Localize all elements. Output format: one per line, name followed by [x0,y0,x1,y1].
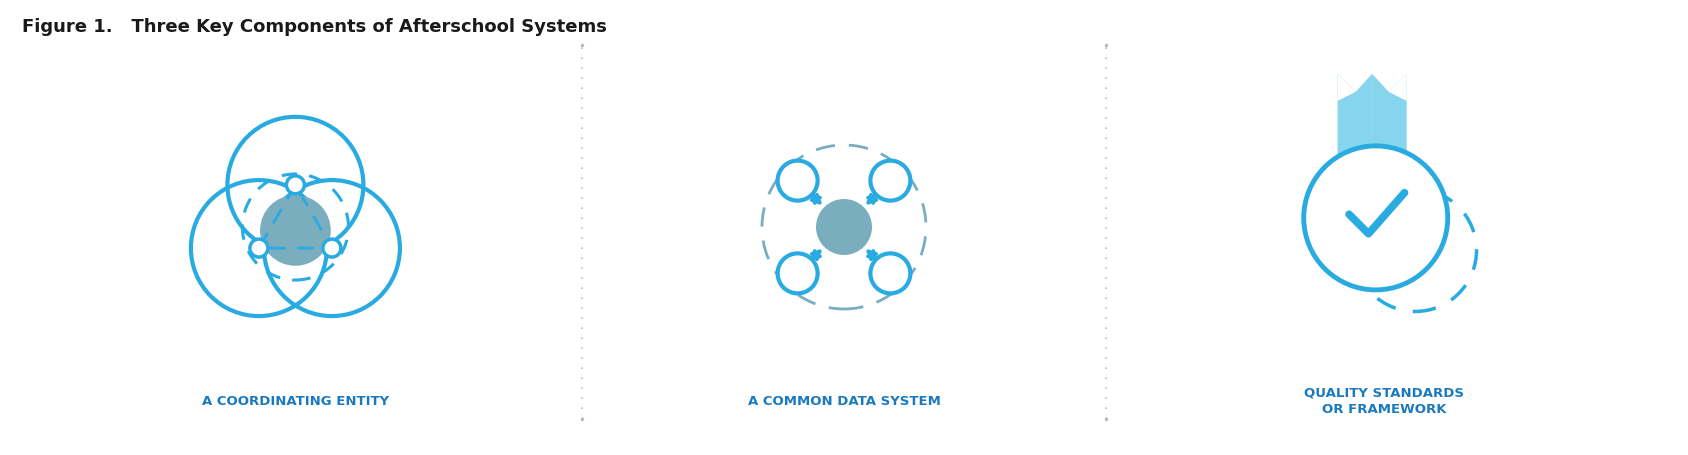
Circle shape [250,239,268,258]
Circle shape [260,196,331,266]
Polygon shape [1389,75,1406,101]
Polygon shape [1337,75,1355,101]
Circle shape [287,177,304,194]
Circle shape [871,161,910,201]
Circle shape [1303,147,1448,290]
Polygon shape [1337,75,1372,157]
Text: QUALITY STANDARDS
OR FRAMEWORK: QUALITY STANDARDS OR FRAMEWORK [1305,385,1463,415]
Text: Figure 1.   Three Key Components of Afterschool Systems: Figure 1. Three Key Components of Afters… [22,18,606,36]
Circle shape [871,254,910,294]
Circle shape [778,254,817,294]
Circle shape [778,161,817,201]
Text: A COMMON DATA SYSTEM: A COMMON DATA SYSTEM [748,394,940,407]
Circle shape [322,239,341,258]
Circle shape [815,200,873,255]
Text: A COORDINATING ENTITY: A COORDINATING ENTITY [203,394,388,407]
Polygon shape [1372,75,1406,157]
